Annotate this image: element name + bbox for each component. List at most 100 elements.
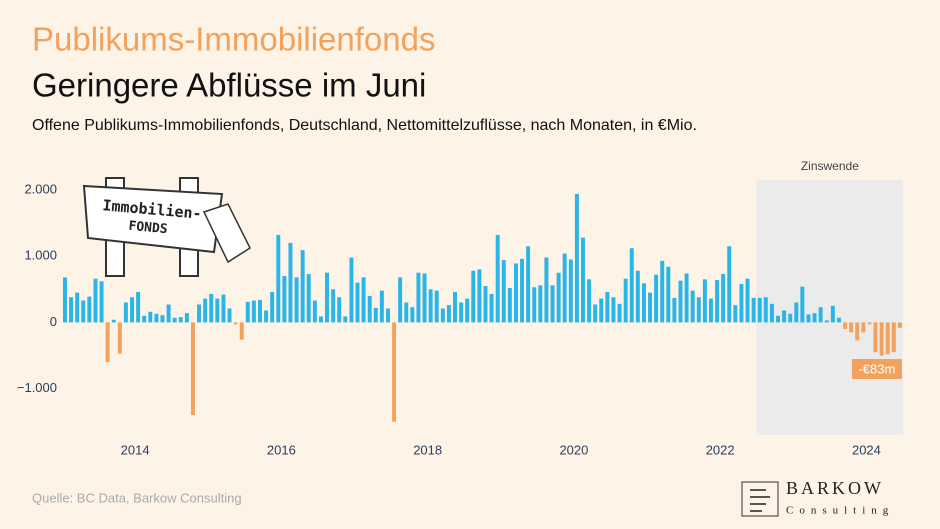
annotation: -€83m xyxy=(858,361,895,376)
bar xyxy=(117,322,122,354)
logo: BARKOW Consulting xyxy=(741,478,888,517)
bar xyxy=(855,322,860,341)
bar xyxy=(708,298,713,323)
bar xyxy=(520,258,525,323)
bar xyxy=(184,313,189,323)
bar xyxy=(392,322,397,422)
bar xyxy=(861,322,866,333)
source: Quelle: BC Data, Barkow Consulting xyxy=(32,490,242,505)
bar xyxy=(763,297,768,323)
bar xyxy=(526,246,531,323)
y-tick-label: 2.000 xyxy=(24,181,57,196)
bar xyxy=(148,311,153,323)
bar xyxy=(623,278,628,323)
bar xyxy=(501,260,506,323)
bar xyxy=(580,237,585,323)
bar xyxy=(666,266,671,323)
x-tick-label: 2024 xyxy=(852,442,881,457)
sign: Immobilien- FONDS xyxy=(82,177,251,277)
bar xyxy=(69,297,74,323)
bar xyxy=(489,293,494,323)
bar xyxy=(593,304,598,323)
bar xyxy=(276,234,281,323)
bar xyxy=(245,301,250,323)
bar xyxy=(507,287,512,323)
x-tick-label: 2016 xyxy=(267,442,296,457)
bar xyxy=(690,290,695,323)
bar xyxy=(459,302,464,323)
bar xyxy=(611,297,616,323)
bar xyxy=(550,285,555,323)
sign-tag xyxy=(202,203,251,264)
logo-name: BARKOW xyxy=(786,478,884,498)
bar xyxy=(75,292,80,323)
sign-board xyxy=(82,184,224,254)
bar xyxy=(776,315,780,323)
bar xyxy=(318,316,323,323)
bar xyxy=(178,317,183,323)
logo-box xyxy=(741,481,779,517)
bar xyxy=(300,250,305,323)
bar xyxy=(209,293,214,323)
bar xyxy=(538,285,543,323)
bar xyxy=(221,294,226,323)
bar xyxy=(422,273,427,323)
bar xyxy=(696,297,701,323)
bar xyxy=(367,295,372,323)
bar xyxy=(715,280,720,323)
bar xyxy=(477,269,482,323)
bar xyxy=(416,272,421,323)
bar xyxy=(63,277,67,323)
plot: Zinswende 2.000 1.000 0 −1.000 2014 2016 2018 20… xyxy=(17,159,903,457)
bar xyxy=(428,289,433,323)
bar xyxy=(270,291,275,323)
bar xyxy=(885,322,890,355)
bar xyxy=(355,282,360,323)
bar xyxy=(843,322,848,330)
y-tick-label: 0 xyxy=(50,314,57,329)
bar xyxy=(849,322,854,333)
logo-icon xyxy=(750,489,770,512)
bar xyxy=(788,313,793,323)
bar xyxy=(733,305,738,323)
bar xyxy=(465,298,470,323)
bar xyxy=(349,257,354,323)
bar xyxy=(105,322,110,363)
bar xyxy=(325,272,329,323)
bar xyxy=(123,302,128,323)
bar xyxy=(721,274,726,323)
bar xyxy=(495,234,500,323)
bar xyxy=(258,299,263,323)
bar xyxy=(605,291,610,323)
bar xyxy=(648,292,653,323)
bar xyxy=(81,300,86,323)
bar xyxy=(453,291,457,323)
bar xyxy=(361,277,366,323)
x-tick-label: 2018 xyxy=(413,442,442,457)
bar xyxy=(154,313,159,323)
bar xyxy=(782,310,787,323)
bar xyxy=(288,242,293,323)
bar xyxy=(264,310,269,323)
bar xyxy=(769,303,774,323)
bar xyxy=(190,322,195,416)
bar xyxy=(166,304,171,323)
bar xyxy=(806,314,811,323)
bar xyxy=(215,298,220,323)
bar xyxy=(111,319,116,323)
bar xyxy=(544,257,549,323)
bar xyxy=(136,291,141,323)
bar xyxy=(617,303,622,323)
bar xyxy=(410,307,415,323)
bar xyxy=(172,317,177,323)
bar xyxy=(471,270,476,323)
bar xyxy=(739,283,744,323)
bar xyxy=(794,302,799,323)
x-tick-label: 2020 xyxy=(559,442,588,457)
bar xyxy=(227,308,232,323)
bar xyxy=(404,302,409,323)
bar xyxy=(727,246,732,323)
bar xyxy=(331,289,336,323)
bar xyxy=(702,279,707,323)
